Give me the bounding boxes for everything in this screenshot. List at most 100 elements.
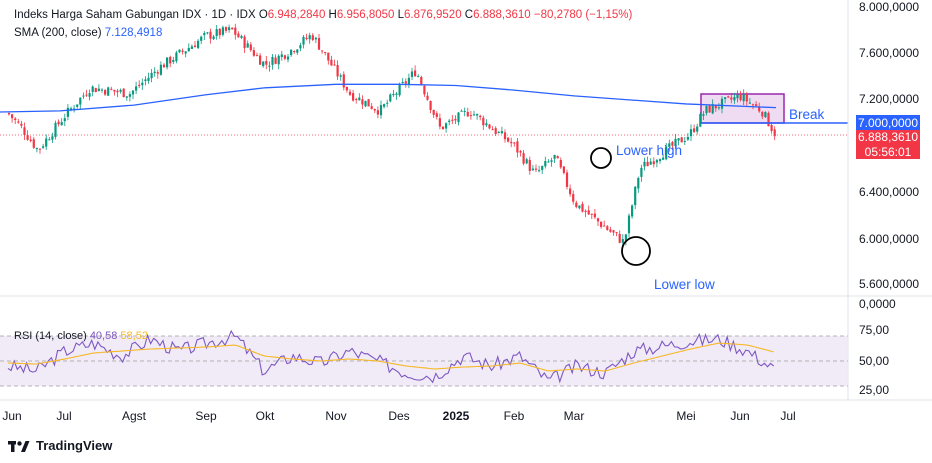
candle-body	[404, 81, 407, 84]
candle-body	[401, 81, 404, 83]
candle-body	[293, 50, 296, 53]
candle-body	[432, 110, 435, 115]
candle-body	[689, 129, 693, 137]
candle-body	[460, 110, 463, 112]
candle-body	[91, 86, 94, 92]
candle-body	[668, 143, 671, 147]
rsi-ma-line	[7, 342, 774, 372]
candle-body	[429, 100, 432, 111]
candle-body	[417, 76, 420, 78]
time-tick-label: Feb	[504, 409, 525, 423]
candle-body	[510, 141, 513, 144]
candle-body	[221, 27, 224, 35]
candle-body	[147, 77, 150, 81]
candle-body	[265, 60, 268, 65]
candle-body	[339, 75, 342, 77]
candle-body	[79, 97, 82, 105]
candle-body	[348, 91, 352, 95]
high-key: H	[328, 9, 337, 21]
candle-body	[358, 97, 361, 101]
candle-body	[578, 205, 581, 209]
countdown-tag: 05:56:01	[856, 145, 920, 159]
candle-body	[305, 37, 308, 40]
price-axis[interactable]: 8.000,0000 7.600,0000 7.200,0000 6.400,0000…	[859, 0, 919, 397]
candle-body	[593, 213, 596, 218]
time-tick-label: Okt	[256, 409, 275, 423]
candle-body	[438, 118, 441, 127]
candle-body	[680, 137, 683, 143]
candle-body	[45, 138, 48, 147]
candle-body	[110, 88, 113, 90]
candle-body	[159, 64, 162, 75]
candle-body	[634, 186, 637, 206]
high-value: 6.956,8050	[336, 9, 395, 21]
candle-body	[97, 88, 100, 91]
candle-body	[370, 106, 373, 109]
candle-body	[296, 49, 299, 53]
candle-body	[497, 131, 500, 133]
candle-body	[113, 89, 116, 92]
candle-body	[553, 154, 556, 159]
candle-body	[54, 122, 57, 137]
candle-body	[379, 105, 383, 116]
candle-body	[671, 142, 674, 146]
candle-body	[200, 36, 203, 41]
candle-body	[162, 64, 166, 68]
time-tick-label: Jun	[730, 409, 749, 423]
candle-body	[565, 172, 569, 187]
candle-body	[290, 49, 293, 56]
candle-body	[407, 77, 410, 85]
candle-body	[624, 234, 627, 241]
candle-body	[665, 146, 668, 160]
candle-body	[525, 159, 528, 164]
rsi-ma-value: 58,52	[120, 330, 148, 342]
candle-body	[234, 27, 237, 35]
candle-body	[637, 178, 640, 189]
candle-body	[17, 121, 20, 123]
candle-body	[764, 111, 767, 118]
candle-body	[386, 102, 389, 104]
candle-body	[311, 35, 314, 41]
candle-body	[677, 138, 680, 141]
candle-body	[119, 89, 122, 92]
candle-body	[739, 94, 742, 101]
candle-body	[674, 138, 677, 147]
candle-body	[683, 140, 686, 142]
candle-body	[699, 114, 702, 127]
candle-body	[345, 86, 348, 91]
candle-body	[60, 122, 63, 126]
candle-body	[175, 52, 178, 62]
candle-body	[389, 94, 392, 102]
candle-body	[714, 105, 717, 109]
candle-body	[705, 106, 708, 114]
candle-body	[66, 107, 69, 117]
price-tick-label: 0,0000	[859, 297, 896, 311]
candle-body	[693, 128, 696, 132]
candle-body	[330, 59, 333, 66]
candle-body	[23, 127, 26, 135]
candle-body	[454, 119, 457, 121]
candle-body	[42, 146, 45, 148]
price-tick-label: 7.600,0000	[859, 46, 919, 60]
candle-body	[85, 94, 88, 96]
candle-body	[640, 167, 643, 177]
candle-body	[730, 97, 733, 100]
candle-body	[367, 99, 370, 107]
time-axis[interactable]: Jun Jul Agst Sep Okt Nov Des 2025 Feb Mar Mei Jun Ju…	[2, 409, 795, 423]
candle-body	[237, 33, 240, 38]
tradingview-logo[interactable]: TradingView	[8, 438, 112, 453]
candle-body	[544, 161, 547, 167]
candle-body	[476, 114, 479, 116]
candle-body	[128, 94, 131, 97]
candle-body	[383, 104, 386, 107]
candle-body	[736, 94, 739, 99]
candle-body	[581, 203, 584, 212]
candle-body	[206, 32, 209, 34]
candle-body	[615, 232, 618, 234]
candle-body	[717, 107, 720, 109]
candle-body	[590, 213, 593, 215]
time-tick-label: 2025	[443, 409, 470, 423]
candle-body	[283, 55, 286, 59]
candle-body	[100, 89, 104, 91]
